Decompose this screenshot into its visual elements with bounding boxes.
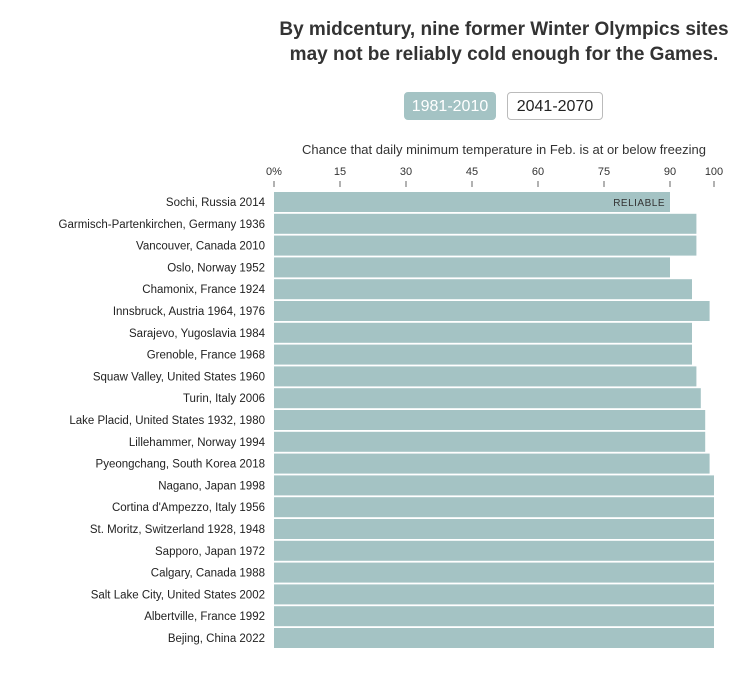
category-label: Nagano, Japan 1998 <box>158 480 265 492</box>
category-label: Oslo, Norway 1952 <box>167 262 265 274</box>
category-label: Vancouver, Canada 2010 <box>136 241 265 253</box>
category-label: Squaw Valley, United States 1960 <box>93 371 265 383</box>
x-tick-label: 90 <box>664 166 676 178</box>
category-label: Chamonix, France 1924 <box>142 284 265 296</box>
category-label: Sochi, Russia 2014 <box>166 197 266 209</box>
bar <box>274 628 714 648</box>
bar <box>274 301 710 321</box>
bar <box>274 410 706 430</box>
category-label: Albertville, France 1992 <box>144 611 265 623</box>
x-axis-label: Chance that daily minimum temperature in… <box>302 142 706 157</box>
bar <box>274 257 670 278</box>
bar <box>274 388 701 409</box>
chart-title-line-2: may not be reliably cold enough for the … <box>289 44 719 65</box>
x-tick-label: 60 <box>532 166 544 178</box>
category-label: Sarajevo, Yugoslavia 1984 <box>129 328 266 340</box>
chart-title-line-1: By midcentury, nine former Winter Olympi… <box>279 19 729 40</box>
bar <box>274 192 670 212</box>
bar <box>274 235 697 256</box>
category-label: Bejing, China 2022 <box>168 633 265 645</box>
x-tick-label: 75 <box>598 166 610 178</box>
x-tick-label: 0% <box>266 166 282 178</box>
bar <box>274 606 714 627</box>
bar <box>274 366 697 387</box>
category-label: Cortina d'Ampezzo, Italy 1956 <box>112 502 265 514</box>
x-tick-label: 45 <box>466 166 478 178</box>
bar <box>274 540 714 561</box>
category-label: Pyeongchang, South Korea 2018 <box>96 459 265 471</box>
category-label: Turin, Italy 2006 <box>183 393 265 405</box>
bar <box>274 213 697 234</box>
category-label: Garmisch-Partenkirchen, Germany 1936 <box>59 219 265 231</box>
bar <box>274 431 706 452</box>
x-tick-label: 100 <box>705 166 723 178</box>
period-1981-2010-button[interactable]: 1981-2010 <box>404 92 496 120</box>
bar <box>274 562 714 583</box>
category-label: Lake Placid, United States 1932, 1980 <box>69 415 265 427</box>
bar <box>274 497 714 518</box>
category-label: Lillehammer, Norway 1994 <box>129 437 266 449</box>
bar <box>274 584 714 605</box>
bar <box>274 279 692 300</box>
chart-title: By midcentury, nine former Winter Olympi… <box>272 17 735 67</box>
category-label: Calgary, Canada 1988 <box>151 568 265 580</box>
category-label: Innsbruck, Austria 1964, 1976 <box>113 306 265 318</box>
bar <box>274 344 692 365</box>
category-label: St. Moritz, Switzerland 1928, 1948 <box>90 524 265 536</box>
category-label: Grenoble, France 1968 <box>147 350 265 362</box>
bar <box>274 519 714 539</box>
period-2041-2070-button[interactable]: 2041-2070 <box>507 92 603 120</box>
period-toggle: 1981-2010 2041-2070 <box>0 92 735 122</box>
category-label: Salt Lake City, United States 2002 <box>91 589 265 601</box>
x-tick-label: 30 <box>400 166 412 178</box>
x-tick-label: 15 <box>334 166 346 178</box>
reliable-annotation: RELIABLE <box>613 198 665 209</box>
bar <box>274 322 692 343</box>
category-label: Sapporo, Japan 1972 <box>155 546 265 558</box>
bar <box>274 475 714 496</box>
bar <box>274 453 710 474</box>
